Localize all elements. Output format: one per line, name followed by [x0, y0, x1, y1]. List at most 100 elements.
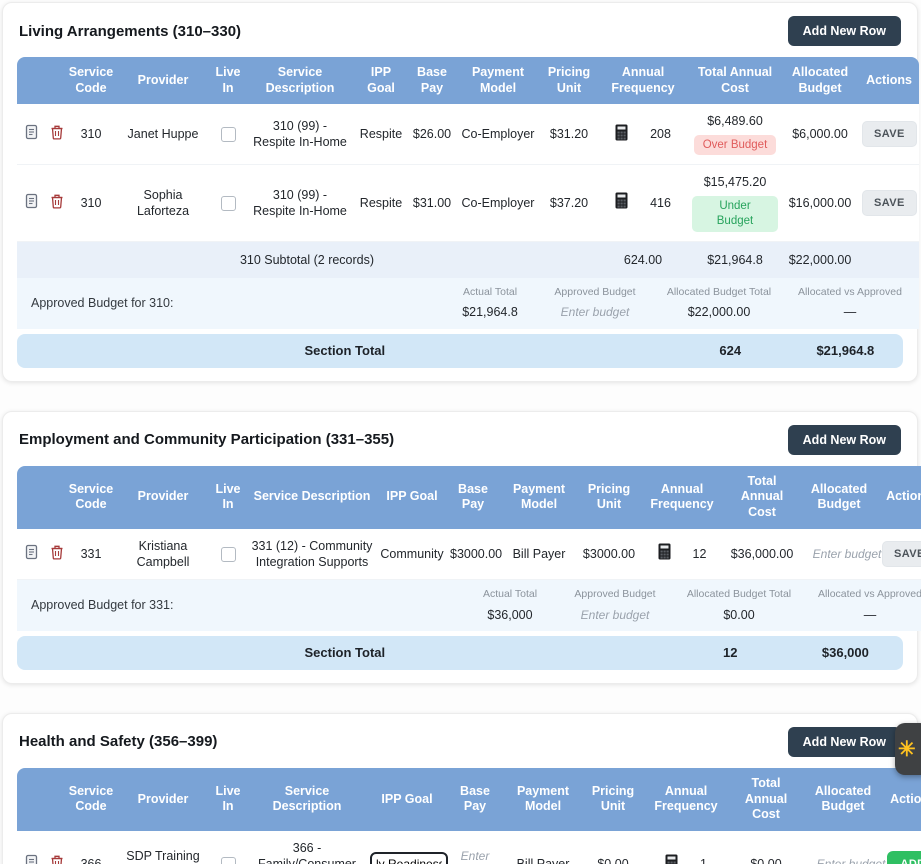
col-service-description: Service Description	[247, 465, 377, 529]
section-total-frequency: 12	[722, 645, 738, 661]
col-ipp-goal: IPP Goal	[353, 57, 409, 105]
ipp-goal-value: Respite	[353, 104, 409, 166]
col-ipp-goal: IPP Goal	[377, 465, 447, 529]
annual-frequency-value: 1	[700, 856, 707, 864]
delete-row-icon[interactable]	[46, 544, 68, 564]
live-in-checkbox[interactable]	[220, 127, 236, 143]
base-pay-input[interactable]: Enter base pay	[460, 849, 490, 864]
allocated-vs-approved-label: Allocated vs Approved	[798, 285, 902, 298]
col-provider: Provider	[117, 465, 209, 529]
copy-row-icon[interactable]	[20, 124, 43, 144]
calculator-icon[interactable]	[615, 192, 628, 213]
col-payment-model: Payment Model	[499, 465, 579, 529]
service-description-value: 310 (99) - Respite In-Home	[247, 165, 353, 242]
approved-budget-input[interactable]	[570, 606, 660, 623]
col-actions: Actions	[879, 465, 921, 529]
delete-row-icon[interactable]	[46, 124, 68, 144]
subtotal-allocated: $22,000.00	[781, 241, 859, 278]
allocated-budget-input[interactable]	[806, 856, 896, 864]
col-provider: Provider	[117, 767, 209, 831]
col-payment-model: Payment Model	[503, 767, 583, 831]
allocated-budget-value: $16,000.00	[781, 165, 859, 242]
section-total-label: Section Total	[304, 343, 386, 359]
save-row-button[interactable]: SAVE	[862, 190, 917, 216]
col-icons	[17, 767, 65, 831]
col-provider: Provider	[117, 57, 209, 105]
actual-total-label: Actual Total	[482, 588, 538, 601]
col-actions: Actions	[859, 57, 919, 105]
live-in-checkbox[interactable]	[220, 546, 236, 562]
budget-status-badge: Over Budget	[693, 134, 777, 156]
total-annual-cost-value: $0.00	[729, 830, 803, 864]
service-code-value: 331	[65, 528, 117, 581]
col-service-code: Service Code	[65, 465, 117, 529]
col-allocated-budget: Allocated Budget	[799, 465, 879, 529]
col-total-annual-cost: Total Annual Cost	[729, 767, 803, 831]
section-living-arrangements: Living Arrangements (310–330) Add New Ro…	[2, 2, 919, 382]
subtotal-row: 310 Subtotal (2 records) 624.00 $21,964.…	[17, 241, 919, 278]
actual-total-label: Actual Total	[462, 285, 518, 298]
col-service-description: Service Description	[247, 57, 353, 105]
allocated-budget-value: $6,000.00	[781, 104, 859, 166]
table-row: 310 Janet Huppe 310 (99) - Respite In-Ho…	[17, 104, 919, 166]
copy-row-icon[interactable]	[20, 193, 43, 213]
col-total-annual-cost: Total Annual Cost	[689, 57, 781, 105]
col-payment-model: Payment Model	[455, 57, 541, 105]
col-service-code: Service Code	[65, 767, 117, 831]
approved-budget-row: Approved Budget for 331: Actual Total $36…	[17, 580, 921, 631]
allocated-budget-input[interactable]	[802, 545, 892, 562]
approved-budget-col-label: Approved Budget	[554, 285, 636, 298]
section-total-cost: $36,000	[821, 645, 869, 661]
add-new-row-button[interactable]: Add New Row	[787, 726, 901, 757]
section-total-row: Section Total 624 $21,964.8	[17, 333, 903, 368]
col-ipp-goal: IPP Goal	[367, 767, 447, 831]
payment-model-value: Bill Payer	[503, 830, 583, 864]
approved-budget-input[interactable]	[550, 304, 640, 321]
subtotal-frequency: 624.00	[597, 241, 689, 278]
base-pay-value: $26.00	[409, 104, 455, 166]
col-service-code: Service Code	[65, 57, 117, 105]
base-pay-value: $31.00	[409, 165, 455, 242]
calculator-icon[interactable]	[615, 124, 628, 145]
add-new-row-button[interactable]: Add New Row	[787, 424, 901, 455]
col-pricing-unit: Pricing Unit	[583, 767, 643, 831]
delete-row-icon[interactable]	[46, 193, 68, 213]
total-annual-cost-value: $36,000.00	[725, 528, 799, 581]
payment-model-value: Bill Payer	[499, 528, 579, 581]
ipp-goal-value: Community	[377, 528, 447, 581]
floating-widget-button[interactable]: ✳	[895, 723, 921, 775]
live-in-checkbox[interactable]	[220, 196, 236, 212]
delete-row-icon[interactable]	[46, 854, 68, 864]
col-service-description: Service Description	[247, 767, 367, 831]
col-live-in: Live In	[209, 57, 247, 105]
service-code-value: 310	[65, 104, 117, 166]
col-total-annual-cost: Total Annual Cost	[725, 465, 799, 529]
section-total-cost: $21,964.8	[816, 343, 875, 359]
table-header-row: Service Code Provider Live In Service De…	[17, 465, 921, 529]
section-employment-community: Employment and Community Participation (…	[2, 410, 921, 684]
pricing-unit-value: $0.00	[583, 830, 643, 864]
section-total-frequency: 624	[719, 343, 742, 359]
section-title: Employment and Community Participation (…	[19, 431, 395, 449]
approved-budget-row: Approved Budget for 310: Actual Total $21…	[17, 277, 919, 329]
service-description-value: 310 (99) - Respite In-Home	[247, 104, 353, 166]
col-live-in: Live In	[209, 465, 247, 529]
add-new-row-button[interactable]: Add New Row	[787, 16, 901, 46]
section-health-safety: Health and Safety (356–399) Add New Row …	[2, 712, 921, 864]
add-row-button[interactable]: ADD	[887, 851, 921, 864]
save-row-button[interactable]: SAVE	[862, 121, 917, 148]
ipp-goal-input[interactable]	[370, 852, 448, 864]
copy-row-icon[interactable]	[20, 544, 43, 564]
save-row-button[interactable]: SAVE	[882, 540, 921, 567]
calculator-icon[interactable]	[665, 854, 678, 864]
allocated-budget-total-value: $22,000.00	[687, 305, 751, 320]
approved-budget-col-label: Approved Budget	[574, 588, 656, 601]
table-row: 366 SDP Training Center 366 - Family/Con…	[17, 830, 921, 864]
col-annual-frequency: Annual Frequency	[597, 57, 689, 105]
pricing-unit-value: $3000.00	[579, 528, 639, 581]
copy-row-icon[interactable]	[20, 854, 43, 864]
allocated-budget-total-value: $0.00	[723, 607, 755, 622]
calculator-icon[interactable]	[658, 543, 671, 564]
service-code-value: 310	[65, 165, 117, 242]
live-in-checkbox[interactable]	[220, 857, 236, 864]
